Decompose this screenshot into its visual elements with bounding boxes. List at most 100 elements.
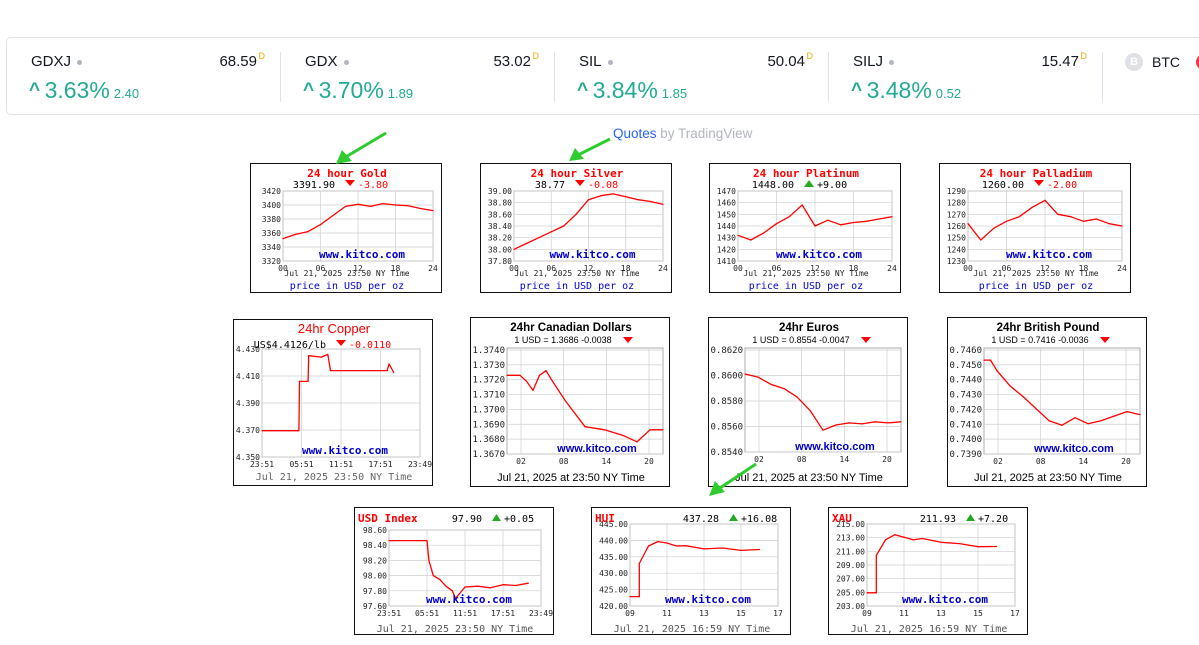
- chart-price: 211.93: [920, 514, 956, 525]
- y-tick-label: 1.3680: [472, 435, 505, 445]
- data-point: [600, 195, 602, 197]
- ticker-item-sil[interactable]: SIL 50.04 D ^ 3.84% 1.85: [555, 38, 829, 114]
- data-point: [666, 542, 668, 544]
- data-point: [298, 430, 300, 432]
- watermark: www.kitco.com: [426, 593, 512, 606]
- data-point: [519, 374, 521, 376]
- x-tick-label: 17: [1010, 609, 1020, 618]
- y-tick-label: 98.20: [363, 556, 387, 565]
- quotes-link[interactable]: Quotes: [613, 126, 657, 141]
- chart-cad[interactable]: 1.3740 1.3730 1.3720 1.3710 1.3700 1.3690 1.36…: [470, 317, 670, 487]
- ticker-item-silj[interactable]: SILJ 15.47 D ^ 3.48% 0.52: [829, 38, 1103, 114]
- y-tick-label: 1410: [717, 257, 736, 266]
- chart-copper[interactable]: 4.430 4.410 4.390 4.370 4.350 23:51 05:51 11:51…: [233, 319, 433, 486]
- x-tick-label: 06: [316, 264, 326, 273]
- chart-xau[interactable]: 215.00 213.00 211.00 209.00 207.00 205.00 203.…: [828, 507, 1028, 635]
- chart-eur[interactable]: 0.8620 0.8600 0.8580 0.8560 0.8540 02 08 14 20 ww…: [708, 317, 908, 487]
- x-tick-label: 17:51: [491, 609, 515, 618]
- chart-silver[interactable]: 39.00 38.80 38.60 38.40 38.20 38.00 37.80 00 06 1…: [480, 163, 672, 293]
- ticker-symbol: SIL: [579, 53, 602, 70]
- data-point: [489, 587, 491, 589]
- chart-palladium[interactable]: 1290 1280 1270 1260 1250 1240 1230 00 06 12 18 24 ww…: [939, 163, 1131, 293]
- data-point: [900, 421, 902, 423]
- chart-hui[interactable]: 445.00 440.00 435.00 430.00 425.00 420.00 09 11…: [591, 507, 791, 635]
- dot-icon: [607, 59, 613, 65]
- data-point: [515, 584, 517, 587]
- data-point: [796, 396, 798, 398]
- y-tick-label: 435.00: [599, 553, 628, 562]
- ticker-change: 1.85: [661, 86, 688, 101]
- x-tick-label: 18: [849, 264, 859, 273]
- y-tick-label: 0.8580: [710, 397, 743, 407]
- data-point: [1031, 206, 1033, 208]
- data-point: [835, 424, 837, 426]
- chart-price: 1448.00: [752, 180, 794, 191]
- divider: [554, 52, 555, 102]
- data-point: [983, 359, 985, 361]
- y-tick-label: 215.00: [836, 520, 865, 529]
- arrow-pointer-icon: [569, 137, 611, 161]
- data-point: [884, 539, 887, 541]
- y-tick-label: 1.3730: [472, 361, 505, 371]
- chart-title: 24 hour Gold: [307, 167, 386, 180]
- chart-gold[interactable]: 3420 3400 3380 3360 3340 3320 00 06 12 18 24 www.ki…: [250, 163, 442, 293]
- chart-svg: 215.00 213.00 211.00 209.00 207.00 205.00 203.…: [832, 512, 1020, 634]
- ticker-item-gdxj[interactable]: GDXJ 68.59 D ^ 3.63% 2.40: [7, 38, 281, 114]
- chart-gbp[interactable]: 0.7460 0.7450 0.7440 0.7430 0.7420 0.7410 0.74…: [947, 317, 1147, 487]
- chart-svg: 0.7460 0.7450 0.7440 0.7430 0.7420 0.7410 0.74…: [949, 322, 1141, 484]
- ticker-item-gdx[interactable]: GDX 53.02 D ^ 3.70% 1.89: [281, 38, 555, 114]
- data-point: [770, 383, 772, 385]
- ticker-symbol: GDX: [305, 53, 338, 70]
- data-point: [564, 400, 567, 402]
- data-point: [294, 233, 297, 235]
- chart-platinum[interactable]: 1470 1460 1450 1440 1430 1420 1410 00 06 12 18 24 ww…: [709, 163, 901, 293]
- data-point: [903, 536, 905, 538]
- data-point: [662, 429, 664, 431]
- chart-timestamp: Jul 21, 2025 23:50 NY Time: [377, 624, 534, 635]
- ticker-change-pct: 3.48%: [866, 77, 932, 103]
- data-point: [1048, 420, 1050, 422]
- data-point: [439, 578, 441, 580]
- data-point: [801, 204, 803, 206]
- data-point: [989, 359, 992, 361]
- chart-subtitle: 1 USD = 0.8554 -0.0047: [752, 335, 849, 345]
- chart-footer: price in USD per oz: [520, 281, 634, 292]
- data-point: [827, 219, 829, 221]
- data-point: [428, 559, 430, 561]
- x-tick-label: 20: [1121, 457, 1131, 466]
- y-tick-label: 0.7440: [949, 376, 982, 386]
- chart-title: XAU: [832, 512, 852, 525]
- x-tick-label: 24: [887, 264, 897, 273]
- data-point: [1005, 220, 1008, 222]
- data-point: [649, 429, 651, 431]
- caret-up-icon: ^: [303, 80, 315, 101]
- caret-up-icon: ^: [29, 80, 41, 101]
- x-tick-label: 11: [662, 609, 672, 618]
- x-tick-label: 18: [391, 264, 401, 273]
- x-tick-label: 05:51: [415, 609, 439, 618]
- data-point: [307, 231, 309, 233]
- x-tick-label: 23:49: [408, 460, 432, 469]
- data-point: [1139, 414, 1141, 416]
- chart-price: 3391.90: [293, 180, 335, 191]
- ticker-item-btc[interactable]: B BTC !: [1103, 38, 1199, 114]
- data-point: [740, 549, 742, 551]
- y-tick-label: 207.00: [836, 575, 865, 584]
- caret-up-icon: ^: [851, 80, 863, 101]
- x-tick-label: 00: [278, 264, 288, 273]
- x-tick-label: 13: [936, 609, 946, 618]
- data-point: [958, 542, 961, 545]
- data-point: [307, 380, 309, 382]
- data-point: [852, 221, 855, 224]
- ticker-price: 53.02: [493, 53, 531, 70]
- x-tick-label: 00: [733, 264, 743, 273]
- data-point: [360, 370, 362, 372]
- chart-usd-index[interactable]: 98.60 98.40 98.20 98.00 97.80 97.60 23:51 05:51…: [354, 507, 554, 635]
- data-point: [629, 596, 631, 598]
- chart-price: 97.90: [452, 514, 482, 525]
- y-tick-label: 38.20: [488, 234, 512, 243]
- chart-title: 24 hour Platinum: [753, 167, 859, 180]
- data-point: [388, 363, 390, 365]
